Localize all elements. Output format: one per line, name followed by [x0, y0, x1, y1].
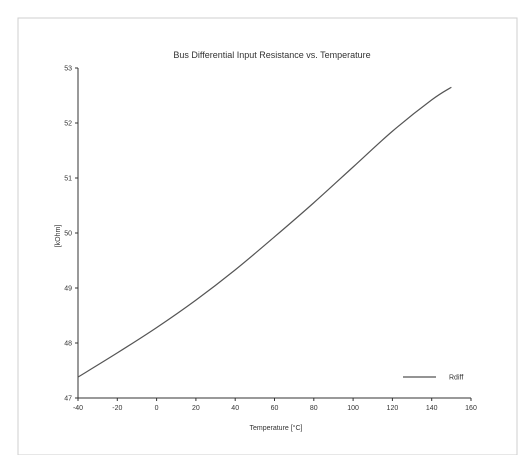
x-tick-label: 120: [387, 405, 399, 412]
x-axis-label: Temperature [°C]: [250, 424, 303, 432]
y-tick-label: 47: [64, 396, 72, 403]
y-axis-label: [kOhm]: [55, 225, 62, 248]
x-tick-label: -40: [73, 405, 83, 412]
series-line-rdiff: [77, 86, 452, 378]
x-tick-label: 160: [465, 405, 477, 412]
x-tick-label: 140: [426, 405, 438, 412]
chart-title: Bus Differential Input Resistance vs. Te…: [173, 50, 370, 60]
y-tick-label: 51: [64, 176, 72, 183]
x-tick-label: 80: [310, 405, 318, 412]
axes: -40 -20 0 20 40 60 80 100 120 140 160 47 48 49 50 51 52 5…: [64, 66, 477, 413]
y-tick-label: 52: [64, 121, 72, 128]
y-tick-label: 53: [64, 66, 72, 73]
series-layer: [77, 86, 452, 378]
x-tick-label: 0: [155, 405, 159, 412]
y-tick-label: 49: [64, 286, 72, 293]
x-tick-label: 60: [271, 405, 279, 412]
y-tick-label: 48: [64, 341, 72, 348]
legend: Rdiff: [403, 375, 463, 382]
x-tick-label: -20: [112, 405, 122, 412]
x-tick-label: 40: [231, 405, 239, 412]
legend-label: Rdiff: [449, 375, 463, 382]
chart-border: [17, 17, 518, 455]
x-tick-label: 100: [347, 405, 359, 412]
y-tick-label: 50: [64, 231, 72, 238]
x-tick-label: 20: [192, 405, 200, 412]
